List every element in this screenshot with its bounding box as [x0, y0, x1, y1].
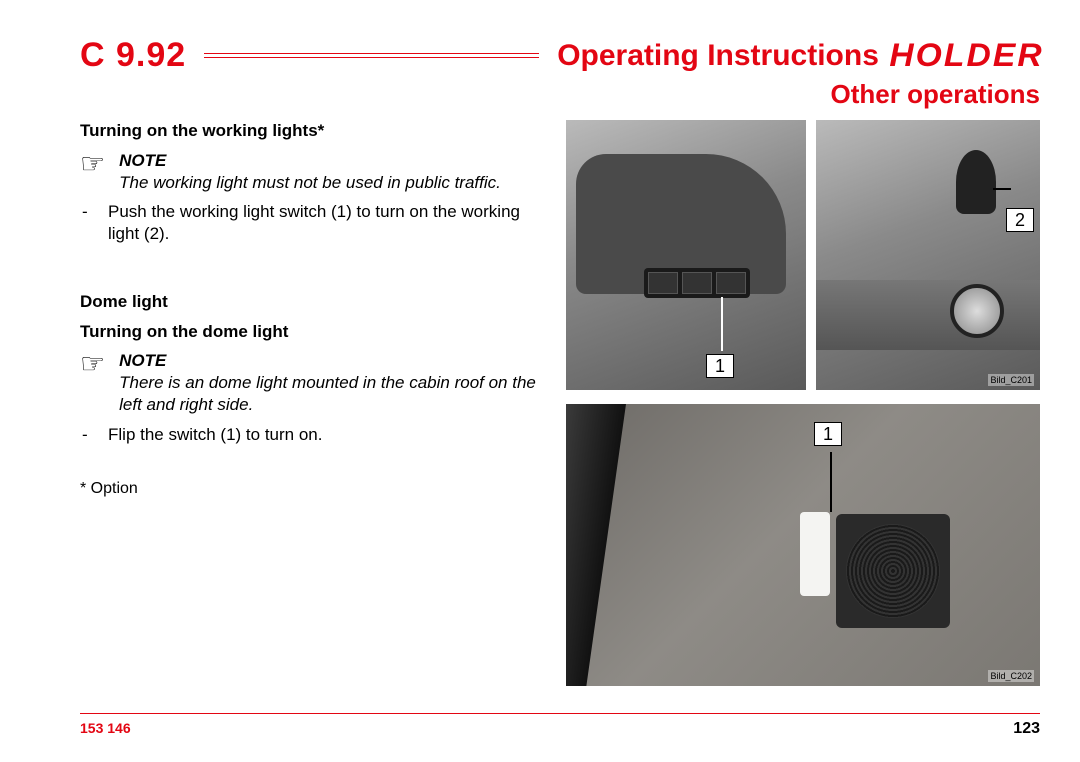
footer-doc-number: 153 146	[80, 720, 131, 738]
page-header: C 9.92 Operating Instructions HOLDER	[80, 36, 1040, 75]
pointing-hand-icon: ☞	[80, 350, 105, 378]
heading-working-lights: Turning on the working lights*	[80, 120, 536, 142]
section-title: Other operations	[80, 79, 1040, 110]
figure-row-top: 1 2 Bild_C201	[566, 120, 1040, 390]
note-label: NOTE	[119, 351, 166, 370]
leader-line	[830, 452, 832, 512]
note-body: There is an dome light mounted in the ca…	[119, 372, 536, 416]
pointing-hand-icon: ☞	[80, 150, 105, 178]
figure-cab-lamp: 2 Bild_C201	[816, 120, 1040, 390]
step-text: Flip the switch (1) to turn on.	[108, 424, 322, 446]
callout-number: 2	[1006, 208, 1034, 232]
speaker-shape	[836, 514, 950, 628]
footer-page-number: 123	[1013, 720, 1040, 738]
figure-cabin-interior: 1 Bild_C202	[566, 404, 1040, 686]
rocker-switch	[648, 272, 678, 294]
note-label: NOTE	[119, 151, 166, 170]
beacon-shape	[956, 150, 996, 214]
figure-id: Bild_C202	[988, 670, 1034, 682]
model-number: C 9.92	[80, 36, 186, 75]
leader-line	[993, 188, 1011, 190]
note-block: ☞ NOTE The working light must not be use…	[80, 150, 536, 194]
note-block: ☞ NOTE There is an dome light mounted in…	[80, 350, 536, 415]
figure-column: 1 2 Bild_C201 1 Bild_C202	[566, 120, 1040, 686]
callout-number: 1	[706, 354, 734, 378]
header-rules	[204, 41, 539, 71]
page-footer: 153 146 123	[80, 713, 1040, 738]
step-row: - Push the working light switch (1) to t…	[80, 201, 536, 245]
leader-line	[721, 297, 723, 351]
figure-dashboard-switch: 1	[566, 120, 806, 390]
rule-line	[204, 57, 539, 58]
rule-line	[204, 53, 539, 54]
step-row: - Flip the switch (1) to turn on.	[80, 424, 536, 446]
figure-id: Bild_C201	[988, 374, 1034, 386]
heading-dome-light: Dome light	[80, 291, 536, 313]
text-column: Turning on the working lights* ☞ NOTE Th…	[80, 120, 536, 686]
cab-roof-shape	[816, 280, 1040, 350]
switch-strip	[644, 268, 750, 298]
option-footnote: * Option	[80, 479, 536, 499]
work-light-shape	[950, 284, 1004, 338]
doc-title: Operating Instructions	[557, 39, 879, 73]
bullet-dash: -	[82, 201, 90, 245]
note-text-wrap: NOTE There is an dome light mounted in t…	[119, 350, 536, 415]
note-text-wrap: NOTE The working light must not be used …	[119, 150, 501, 194]
callout-number: 1	[814, 422, 842, 446]
heading-turning-dome: Turning on the dome light	[80, 321, 536, 343]
note-body: The working light must not be used in pu…	[119, 172, 501, 194]
bullet-dash: -	[82, 424, 90, 446]
rocker-switch	[716, 272, 746, 294]
step-text: Push the working light switch (1) to tur…	[108, 201, 536, 245]
content-area: Turning on the working lights* ☞ NOTE Th…	[80, 120, 1040, 686]
dome-switch-shape	[800, 512, 830, 596]
rocker-switch	[682, 272, 712, 294]
brand-logo: HOLDER	[889, 37, 1043, 74]
